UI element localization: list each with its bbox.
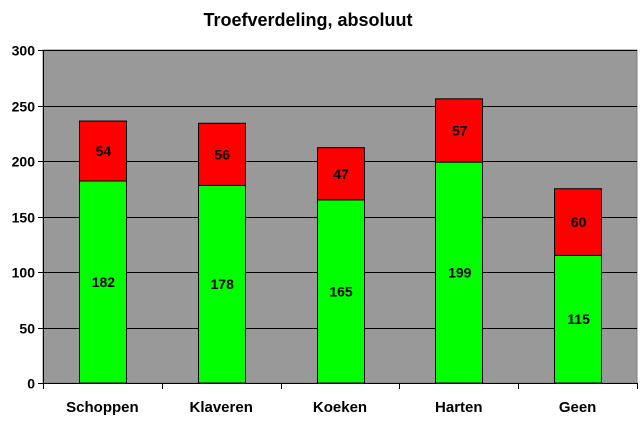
x-tick-label: Schoppen	[66, 399, 139, 416]
data-label: 54	[96, 143, 112, 159]
bar-schoppen-series-1	[79, 180, 127, 384]
bar-schoppen-series-2	[79, 120, 127, 182]
data-label: 178	[211, 276, 235, 292]
bar-koeken-series-1	[317, 199, 365, 384]
chart-title: Troefverdeling, absoluut	[203, 10, 413, 30]
bar-geen-series-1	[554, 254, 602, 384]
data-label: 165	[329, 283, 353, 299]
data-label: 57	[452, 122, 468, 138]
x-tick-label: Geen	[559, 399, 597, 416]
bar-harten-series-1	[435, 161, 483, 384]
y-tick-label: 0	[27, 376, 35, 392]
x-tick-label: Koeken	[313, 399, 367, 416]
data-label: 60	[571, 214, 587, 230]
x-tick-label: Klaveren	[190, 399, 253, 416]
y-tick-label: 50	[19, 321, 35, 337]
y-tick-label: 300	[12, 43, 36, 59]
y-tick-label: 250	[12, 99, 36, 115]
bar-klaveren-series-1	[198, 184, 246, 384]
data-label: 182	[92, 274, 116, 290]
data-label: 56	[214, 146, 230, 162]
y-tick-label: 200	[12, 154, 36, 170]
bar-geen-series-2	[554, 188, 602, 256]
y-tick-label: 150	[12, 210, 36, 226]
bar-klaveren-series-2	[198, 122, 246, 186]
data-label: 199	[448, 265, 472, 281]
x-tick-label: Harten	[435, 399, 483, 416]
data-label: 115	[567, 311, 590, 327]
data-label: 47	[333, 166, 349, 182]
bar-koeken-series-2	[317, 147, 365, 201]
bar-harten-series-2	[435, 98, 483, 163]
y-tick-label: 100	[12, 265, 36, 281]
